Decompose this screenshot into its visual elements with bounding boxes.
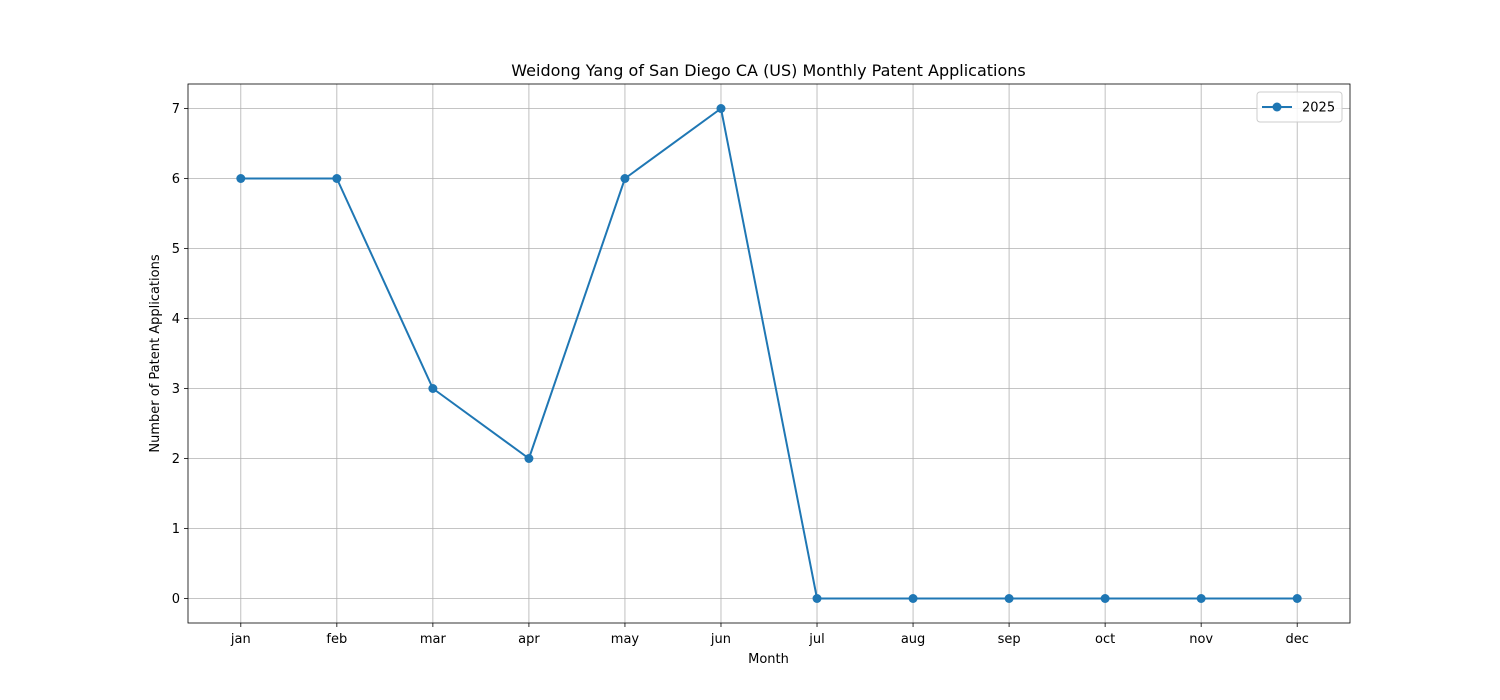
y-tick-label: 6 [172,172,180,187]
data-point-apr [524,454,533,463]
legend: 2025 [1257,92,1342,122]
x-tick-label: dec [1285,632,1308,647]
data-point-jul [813,594,822,603]
data-point-jan [236,174,245,183]
legend-marker-swatch [1273,103,1282,112]
y-tick-label: 3 [172,382,180,397]
x-axis-label: Month [748,652,789,667]
data-point-sep [1005,594,1014,603]
data-point-oct [1101,594,1110,603]
y-tick-label: 2 [172,452,180,467]
y-tick-label: 7 [172,102,180,117]
x-tick-label: may [611,632,640,647]
x-tick-label: mar [420,632,447,647]
y-tick-label: 4 [172,312,180,327]
x-axis-ticks: jan feb mar apr may jun jul aug sep oct nov dec [230,623,1309,647]
x-tick-label: jul [808,632,824,647]
y-axis-label: Number of Patent Applications [148,254,163,452]
x-tick-label: apr [518,632,540,647]
data-point-may [620,174,629,183]
data-point-feb [332,174,341,183]
data-point-nov [1197,594,1206,603]
y-axis-ticks: 0 1 2 3 4 5 6 7 [172,102,188,607]
series-line-2025 [241,109,1297,599]
data-point-jun [716,104,725,113]
legend-entry-label: 2025 [1302,101,1335,116]
x-tick-label: aug [901,632,925,647]
y-tick-label: 0 [172,592,180,607]
y-tick-label: 1 [172,522,180,537]
data-point-mar [428,384,437,393]
x-tick-label: sep [998,632,1021,647]
x-tick-label: jun [710,632,731,647]
chart-title: Weidong Yang of San Diego CA (US) Monthl… [511,61,1025,80]
y-tick-label: 5 [172,242,180,257]
x-tick-label: oct [1095,632,1115,647]
x-tick-label: feb [326,632,347,647]
data-point-dec [1293,594,1302,603]
data-point-aug [909,594,918,603]
x-tick-label: jan [230,632,251,647]
x-tick-label: nov [1189,632,1213,647]
